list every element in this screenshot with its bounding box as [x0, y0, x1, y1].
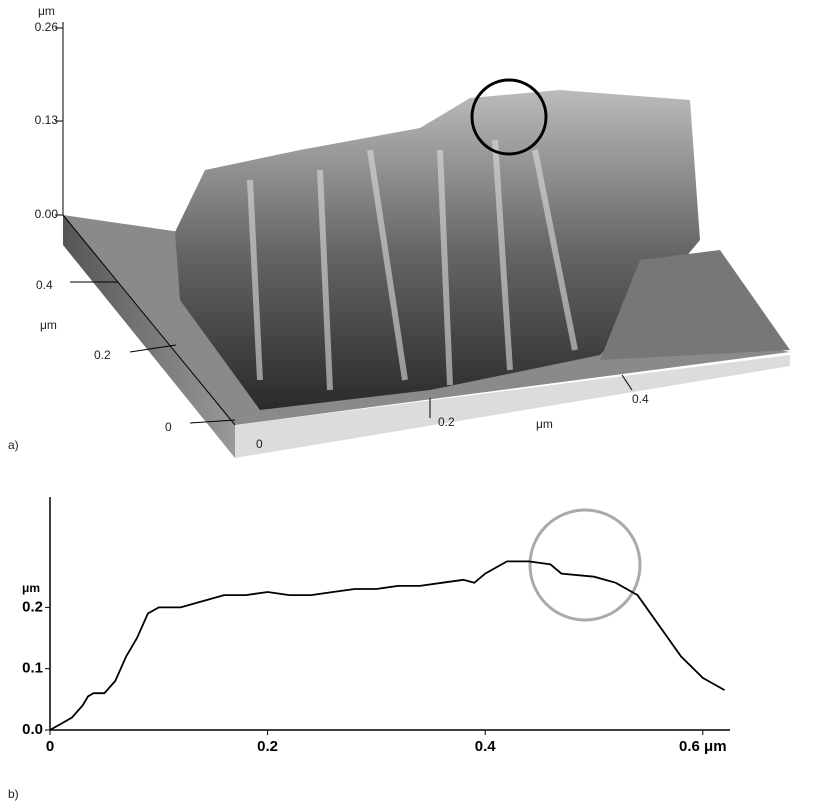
z-tick-label: 0.26	[35, 20, 59, 34]
z-unit: μm	[38, 4, 55, 18]
x-tick-label: 0.4	[632, 392, 649, 406]
y-tick-label: 0.2	[94, 348, 111, 362]
y-tick-label: 0.1	[22, 660, 43, 677]
profile-line	[50, 561, 725, 730]
x-tick-label: 0	[256, 437, 263, 451]
y-tick-label: 0	[165, 420, 172, 434]
x-unit: μm	[536, 417, 553, 431]
z-tick-label: 0.00	[35, 207, 59, 221]
x-tick-label: 0.6 μm	[679, 738, 727, 755]
z-tick-label: 0.13	[35, 113, 59, 127]
panel-label: a)	[8, 438, 19, 452]
y-axis-label: μm	[22, 581, 40, 595]
y-tick-label: 0.0	[22, 721, 43, 738]
panel-label: b)	[8, 787, 19, 801]
profile-chart: μm b) 0.0 0.1 0.2 0 0.2 0.4 0.6 μm	[8, 497, 730, 801]
y-tick-label: 0.4	[36, 278, 53, 292]
page: μm 0.26 0.13 0.00 0.4 μm 0.2 0 0 0.2 μm …	[0, 0, 839, 810]
x-tick-label: 0.2	[257, 738, 278, 755]
x-tick-label: 0.4	[475, 738, 497, 755]
surface-rendering: μm 0.26 0.13 0.00 0.4 μm 0.2 0 0 0.2 μm …	[8, 4, 790, 458]
x-tick-label: 0.2	[438, 415, 455, 429]
y-tick-label: 0.2	[22, 598, 43, 615]
highlight-circle	[530, 510, 640, 620]
figure: μm 0.26 0.13 0.00 0.4 μm 0.2 0 0 0.2 μm …	[0, 0, 839, 805]
x-tick-label: 0	[46, 738, 54, 755]
y-unit: μm	[40, 318, 57, 332]
